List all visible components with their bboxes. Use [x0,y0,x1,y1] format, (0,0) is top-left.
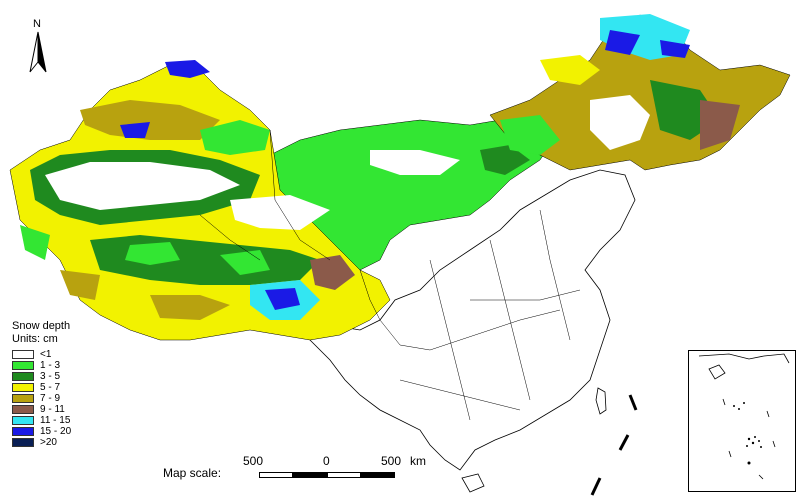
scale-left-label: 500 [243,454,264,468]
legend-item: 1 - 3 [12,360,71,371]
legend-item: >20 [12,437,71,448]
scale-bar-seg-1 [259,472,293,478]
legend-label: <1 [40,349,52,360]
legend-swatch [12,427,34,436]
tibet-blue [265,288,300,310]
legend-swatch [12,383,34,392]
tibet-olive [150,295,230,320]
legend-swatch [12,416,34,425]
taiwan-island [595,387,607,415]
legend-label: 3 - 5 [40,371,61,382]
province-boundaries [379,209,581,421]
northeast-yellow [540,55,600,85]
north-dark-green [480,145,530,175]
altai-blue [165,60,210,78]
northeast-brown [700,100,740,150]
northeast-low-snow [590,95,650,150]
legend-label: 5 - 7 [40,382,61,393]
legend-label: >20 [40,437,57,448]
inset-map [698,353,790,480]
tarim-basin-low-snow [45,162,240,210]
legend-title: Snow depth [12,320,71,332]
hainan-island [461,473,485,493]
scale-bar-seg-2 [293,472,327,478]
tianshan-olive [80,100,220,140]
tibet-brown [310,255,355,290]
legend-label: 1 - 3 [40,360,61,371]
west-olive [60,270,100,300]
northeast-green [500,115,560,155]
south-china-sea-inset [688,350,796,492]
legend-swatch [12,372,34,381]
scale-title: Map scale: [163,466,222,480]
china-east-outline [299,169,636,471]
scale-unit: km [410,454,426,468]
legend-item: 11 - 15 [12,415,71,426]
legend-swatch [12,350,34,359]
inner-mongolia-low-snow [370,150,460,175]
legend-swatch [12,438,34,447]
legend-item: 7 - 9 [12,393,71,404]
northeast-blue-2 [660,40,690,58]
west-boundaries [199,129,381,321]
legend-item: <1 [12,349,71,360]
legend-units: Units: cm [12,333,58,345]
scale-mid-label: 0 [323,454,330,468]
legend-label: 9 - 11 [40,404,65,415]
legend-label: 15 - 20 [40,426,72,437]
north-arrow-icon [29,31,47,73]
legend-item: 3 - 5 [12,371,71,382]
sea-boundary-dashes [590,394,638,496]
northeast-blue-1 [605,30,640,55]
scale-right-label: 500 [381,454,402,468]
legend-label: 7 - 9 [40,393,61,404]
tibet-green-2 [220,250,270,275]
legend-label: 11 - 15 [40,415,71,426]
legend-swatch [12,405,34,414]
west-green [20,225,50,260]
qaidam-low-snow [230,195,330,230]
north-arrow: N [24,18,52,78]
north-label: N [33,18,41,30]
tibet-green-1 [125,242,180,265]
tianshan-blue [120,122,150,138]
legend-swatch [12,394,34,403]
map-scale: Map scale: 500 0 500 km [163,454,443,490]
tianshan-green [200,120,270,155]
legend-swatch [12,361,34,370]
scale-bar-seg-3 [327,472,361,478]
scale-bar-seg-4 [361,472,395,478]
legend-item: 5 - 7 [12,382,71,393]
legend-item: 15 - 20 [12,426,71,437]
legend-item: 9 - 11 [12,404,71,415]
